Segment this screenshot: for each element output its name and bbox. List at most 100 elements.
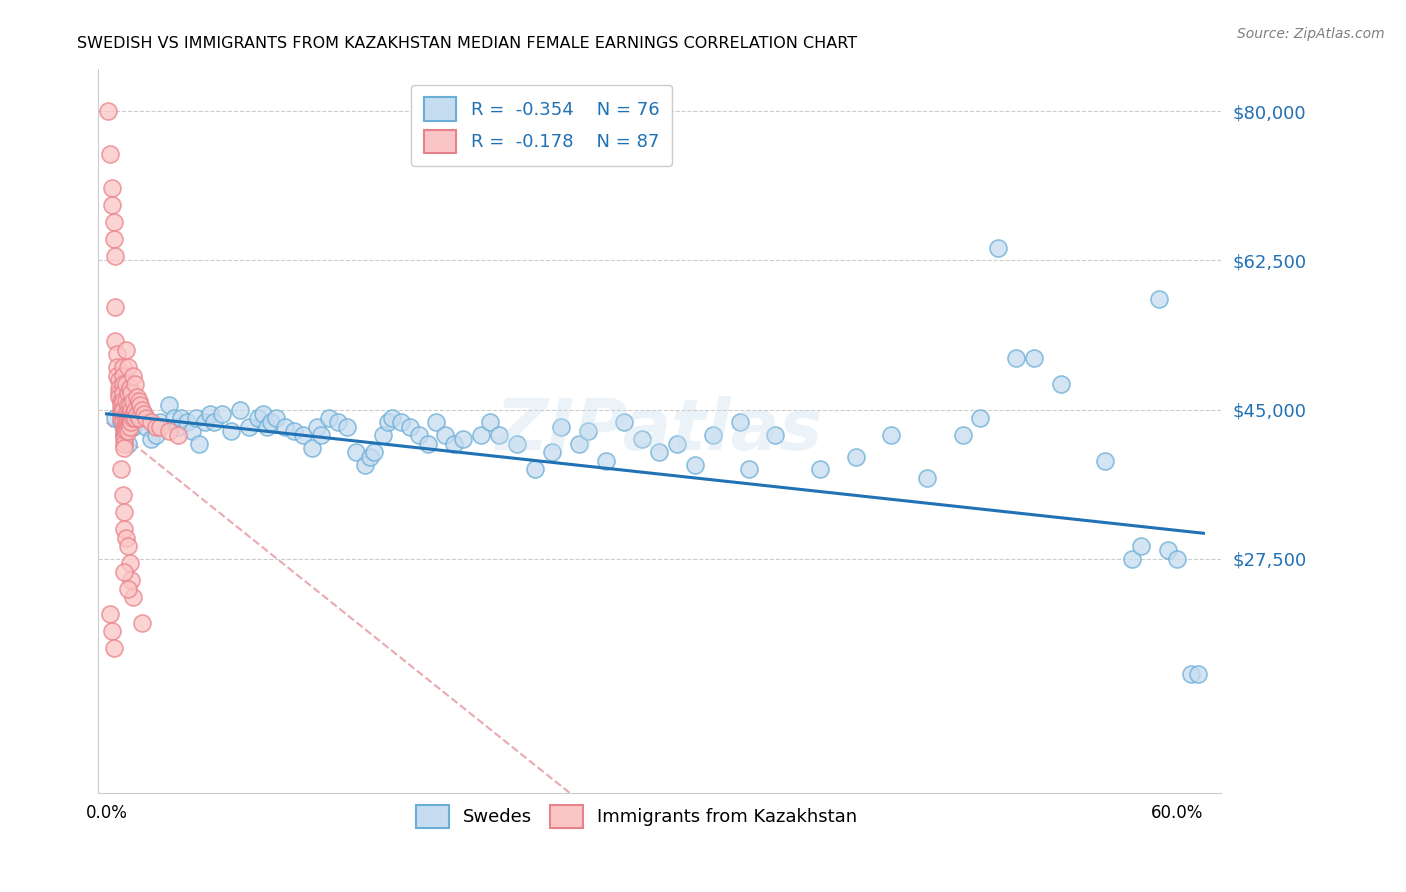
Point <box>702 428 724 442</box>
Point <box>131 407 153 421</box>
Point <box>101 624 124 639</box>
Point <box>737 462 759 476</box>
Point <box>328 416 350 430</box>
Point <box>377 416 399 430</box>
Point <box>122 394 145 409</box>
Point <box>595 454 617 468</box>
Point <box>336 419 359 434</box>
Point <box>103 232 125 246</box>
Point <box>115 419 138 434</box>
Text: Source: ZipAtlas.com: Source: ZipAtlas.com <box>1237 27 1385 41</box>
Point <box>112 433 135 447</box>
Point <box>291 428 314 442</box>
Point <box>238 419 260 434</box>
Point <box>103 641 125 656</box>
Point <box>117 385 139 400</box>
Point <box>264 411 287 425</box>
Point <box>131 402 153 417</box>
Point <box>163 411 186 425</box>
Point <box>118 419 141 434</box>
Point <box>915 471 938 485</box>
Point <box>117 411 139 425</box>
Point <box>117 398 139 412</box>
Point <box>117 424 139 438</box>
Point <box>1187 667 1209 681</box>
Point <box>683 458 706 472</box>
Point <box>880 428 903 442</box>
Point <box>124 402 146 417</box>
Point <box>488 428 510 442</box>
Point <box>1094 454 1116 468</box>
Point <box>121 402 143 417</box>
Point <box>111 394 134 409</box>
Point <box>112 428 135 442</box>
Point <box>434 428 457 442</box>
Point <box>122 419 145 434</box>
Point <box>149 419 172 434</box>
Point <box>124 411 146 425</box>
Point <box>184 411 207 425</box>
Point <box>808 462 831 476</box>
Point <box>176 416 198 430</box>
Point <box>110 462 132 476</box>
Point <box>1121 552 1143 566</box>
Point <box>1147 292 1170 306</box>
Point <box>381 411 404 425</box>
Point <box>728 416 751 430</box>
Point <box>117 539 139 553</box>
Point <box>117 419 139 434</box>
Point <box>117 416 139 430</box>
Point <box>344 445 367 459</box>
Point <box>117 582 139 596</box>
Point <box>523 462 546 476</box>
Point <box>121 411 143 425</box>
Point <box>122 591 145 605</box>
Point <box>274 419 297 434</box>
Point <box>398 419 420 434</box>
Point <box>111 411 134 425</box>
Point <box>221 424 243 438</box>
Point <box>1157 543 1180 558</box>
Point <box>122 411 145 425</box>
Point <box>103 215 125 229</box>
Point <box>145 419 167 434</box>
Point <box>111 385 134 400</box>
Point <box>111 488 134 502</box>
Point <box>128 411 150 425</box>
Point <box>1166 552 1188 566</box>
Point <box>118 416 141 430</box>
Point <box>118 407 141 421</box>
Point <box>354 458 377 472</box>
Point <box>112 436 135 450</box>
Point <box>305 419 328 434</box>
Point <box>229 402 252 417</box>
Point <box>118 381 141 395</box>
Point <box>121 573 143 587</box>
Point <box>97 104 120 119</box>
Point <box>115 377 138 392</box>
Point <box>112 441 135 455</box>
Point <box>202 416 225 430</box>
Point <box>105 359 128 374</box>
Point <box>389 416 412 430</box>
Point <box>1005 351 1028 366</box>
Point <box>128 411 150 425</box>
Point <box>110 402 132 417</box>
Point <box>112 505 135 519</box>
Point <box>115 416 138 430</box>
Point <box>170 411 193 425</box>
Point <box>166 428 188 442</box>
Point <box>252 407 274 421</box>
Point <box>108 381 131 395</box>
Point <box>98 607 121 622</box>
Point <box>211 407 233 421</box>
Point <box>115 343 138 357</box>
Point <box>112 565 135 579</box>
Point <box>157 424 180 438</box>
Point <box>112 522 135 536</box>
Point <box>121 385 143 400</box>
Point <box>987 241 1010 255</box>
Point <box>145 428 167 442</box>
Point <box>166 419 188 434</box>
Point <box>131 615 153 630</box>
